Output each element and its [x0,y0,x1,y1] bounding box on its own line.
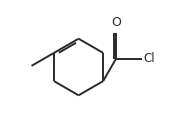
Text: Cl: Cl [143,52,155,65]
Text: O: O [111,16,121,29]
